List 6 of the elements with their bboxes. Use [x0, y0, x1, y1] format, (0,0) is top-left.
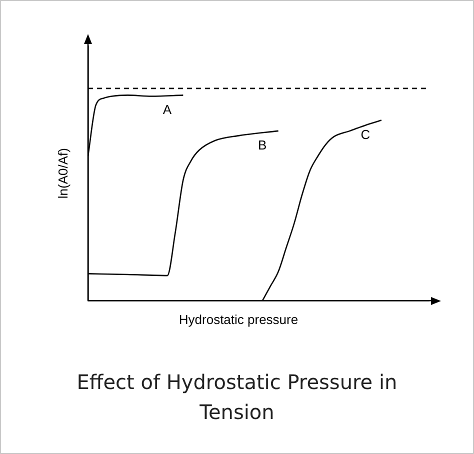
y-axis-title: ln(A0/Af) — [56, 148, 71, 199]
series-label: B — [258, 138, 267, 153]
series-label: C — [360, 126, 370, 142]
series-label: A — [162, 102, 172, 117]
x-axis-title: Hydrostatic pressure — [178, 312, 298, 328]
text: Effect of Hydrostatic Pressure in Tension — [76, 369, 398, 426]
